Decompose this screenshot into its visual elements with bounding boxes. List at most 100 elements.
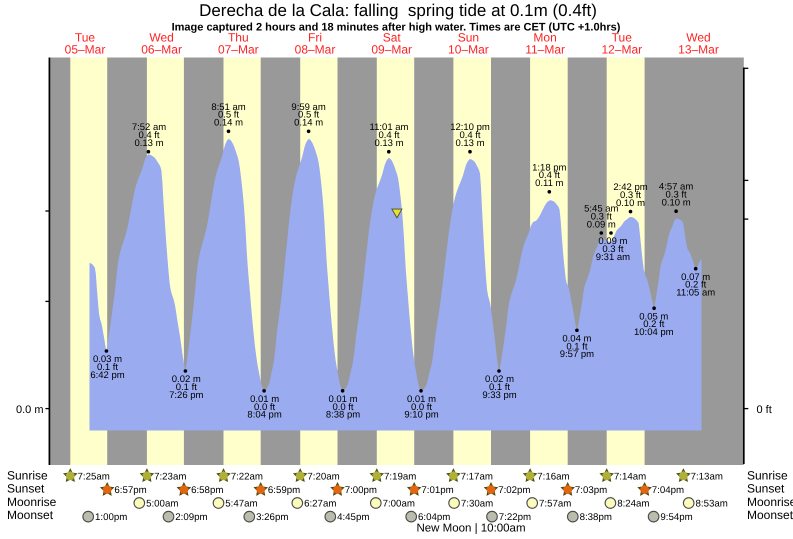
svg-text:6:04pm: 6:04pm: [418, 512, 450, 523]
svg-text:0.13 m: 0.13 m: [374, 138, 403, 149]
svg-text:0 ft: 0 ft: [757, 404, 772, 416]
svg-text:8:38 pm: 8:38 pm: [326, 410, 360, 421]
svg-text:7:23am: 7:23am: [154, 471, 186, 482]
svg-text:12–Mar: 12–Mar: [601, 43, 642, 57]
svg-text:8:38pm: 8:38pm: [580, 512, 612, 523]
svg-text:0.3 ft: 0.3 ft: [620, 190, 641, 201]
svg-text:7:00pm: 7:00pm: [345, 485, 377, 496]
svg-text:3:26pm: 3:26pm: [256, 512, 288, 523]
svg-text:7:25am: 7:25am: [78, 471, 110, 482]
svg-text:7:22pm: 7:22pm: [499, 512, 531, 523]
svg-text:9:59 am: 9:59 am: [291, 102, 325, 113]
svg-text:7:26 pm: 7:26 pm: [169, 390, 203, 401]
svg-text:Sunset: Sunset: [747, 482, 785, 496]
svg-text:08–Mar: 08–Mar: [295, 43, 336, 57]
svg-text:13–Mar: 13–Mar: [678, 43, 719, 57]
svg-text:06–Mar: 06–Mar: [141, 43, 182, 57]
svg-text:0.5 ft: 0.5 ft: [298, 110, 319, 121]
svg-text:9:31 am: 9:31 am: [596, 252, 630, 263]
svg-text:0.07 m: 0.07 m: [681, 272, 710, 283]
svg-text:0.1 ft: 0.1 ft: [176, 382, 197, 393]
svg-text:Tue: Tue: [612, 31, 633, 45]
svg-text:0.01 m: 0.01 m: [407, 394, 436, 405]
svg-text:6:59pm: 6:59pm: [268, 485, 300, 496]
svg-text:0.3 ft: 0.3 ft: [602, 244, 623, 255]
svg-text:Thu: Thu: [228, 31, 249, 45]
svg-text:0.04 m: 0.04 m: [562, 333, 591, 344]
svg-text:9:57 pm: 9:57 pm: [560, 349, 594, 360]
svg-text:4:45pm: 4:45pm: [337, 512, 369, 523]
svg-text:7:30am: 7:30am: [461, 499, 493, 510]
svg-text:0.2 ft: 0.2 ft: [643, 319, 664, 330]
svg-text:0.4 ft: 0.4 ft: [459, 130, 480, 141]
svg-text:0.01 m: 0.01 m: [328, 394, 357, 405]
svg-text:8:51 am: 8:51 am: [211, 102, 245, 113]
svg-text:0.02 m: 0.02 m: [485, 374, 514, 385]
svg-text:Derecha de la Cala: falling s: Derecha de la Cala: falling spring tide …: [199, 1, 597, 20]
svg-text:7:17am: 7:17am: [461, 471, 493, 482]
svg-text:7:57am: 7:57am: [539, 499, 571, 510]
svg-text:0.10 m: 0.10 m: [616, 198, 645, 209]
svg-text:7:52 am: 7:52 am: [132, 122, 166, 133]
svg-text:05–Mar: 05–Mar: [65, 43, 106, 57]
svg-text:7:04pm: 7:04pm: [652, 485, 684, 496]
svg-text:0.05 m: 0.05 m: [639, 311, 668, 322]
svg-text:0.13 m: 0.13 m: [455, 138, 484, 149]
svg-text:0.09 m: 0.09 m: [587, 219, 616, 230]
svg-text:8:04 pm: 8:04 pm: [247, 410, 281, 421]
svg-text:9:33 pm: 9:33 pm: [482, 390, 516, 401]
svg-text:7:03pm: 7:03pm: [575, 485, 607, 496]
svg-text:0.01 m: 0.01 m: [250, 394, 279, 405]
svg-text:6:42 pm: 6:42 pm: [90, 370, 124, 381]
svg-text:New Moon | 10:00am: New Moon | 10:00am: [416, 523, 525, 535]
svg-text:0.03 m: 0.03 m: [93, 354, 122, 365]
svg-text:0.4 ft: 0.4 ft: [539, 170, 560, 181]
svg-text:Wed: Wed: [149, 31, 173, 45]
svg-text:0.4 ft: 0.4 ft: [378, 130, 399, 141]
svg-text:1:18 pm: 1:18 pm: [532, 162, 566, 173]
svg-text:0.1 ft: 0.1 ft: [566, 341, 587, 352]
svg-text:Sun: Sun: [458, 31, 479, 45]
svg-text:6:57pm: 6:57pm: [114, 485, 146, 496]
svg-text:0.14 m: 0.14 m: [294, 118, 323, 129]
svg-text:0.4 ft: 0.4 ft: [138, 130, 159, 141]
svg-text:1:00pm: 1:00pm: [95, 512, 127, 523]
svg-text:7:00am: 7:00am: [383, 499, 415, 510]
svg-text:Tue: Tue: [75, 31, 96, 45]
svg-text:09–Mar: 09–Mar: [371, 43, 412, 57]
svg-text:8:24am: 8:24am: [617, 499, 649, 510]
svg-text:Wed: Wed: [686, 31, 710, 45]
svg-text:Moonset: Moonset: [747, 508, 793, 522]
svg-text:0.2 ft: 0.2 ft: [685, 280, 706, 291]
svg-text:2:42 pm: 2:42 pm: [613, 182, 647, 193]
svg-text:0.14 m: 0.14 m: [214, 118, 243, 129]
svg-text:0.02 m: 0.02 m: [172, 374, 201, 385]
svg-text:7:22am: 7:22am: [231, 471, 263, 482]
svg-text:0.3 ft: 0.3 ft: [591, 211, 612, 222]
svg-text:10:04 pm: 10:04 pm: [634, 327, 674, 338]
svg-text:0.0 ft: 0.0 ft: [332, 402, 353, 413]
svg-text:0.3 ft: 0.3 ft: [666, 190, 687, 201]
svg-text:5:47am: 5:47am: [225, 499, 257, 510]
svg-text:7:02pm: 7:02pm: [498, 485, 530, 496]
svg-text:Fri: Fri: [308, 31, 322, 45]
svg-text:11:01 am: 11:01 am: [370, 122, 409, 133]
svg-text:0.5 ft: 0.5 ft: [218, 110, 239, 121]
svg-text:7:01pm: 7:01pm: [421, 485, 453, 496]
svg-text:07–Mar: 07–Mar: [218, 43, 259, 57]
svg-text:6:58pm: 6:58pm: [191, 485, 223, 496]
svg-text:9:54pm: 9:54pm: [660, 512, 692, 523]
svg-text:8:53am: 8:53am: [696, 499, 728, 510]
svg-text:0.1 ft: 0.1 ft: [489, 382, 510, 393]
svg-text:5:00am: 5:00am: [146, 499, 178, 510]
svg-text:0.1 ft: 0.1 ft: [97, 362, 118, 373]
svg-text:6:27am: 6:27am: [304, 499, 336, 510]
svg-text:0.0 ft: 0.0 ft: [411, 402, 432, 413]
svg-text:0.13 m: 0.13 m: [134, 138, 163, 149]
svg-text:4:57 am: 4:57 am: [659, 182, 693, 193]
svg-text:Sunrise: Sunrise: [747, 468, 788, 482]
svg-text:7:19am: 7:19am: [384, 471, 416, 482]
svg-text:7:20am: 7:20am: [307, 471, 339, 482]
svg-text:11–Mar: 11–Mar: [525, 43, 565, 57]
svg-text:7:14am: 7:14am: [614, 471, 646, 482]
